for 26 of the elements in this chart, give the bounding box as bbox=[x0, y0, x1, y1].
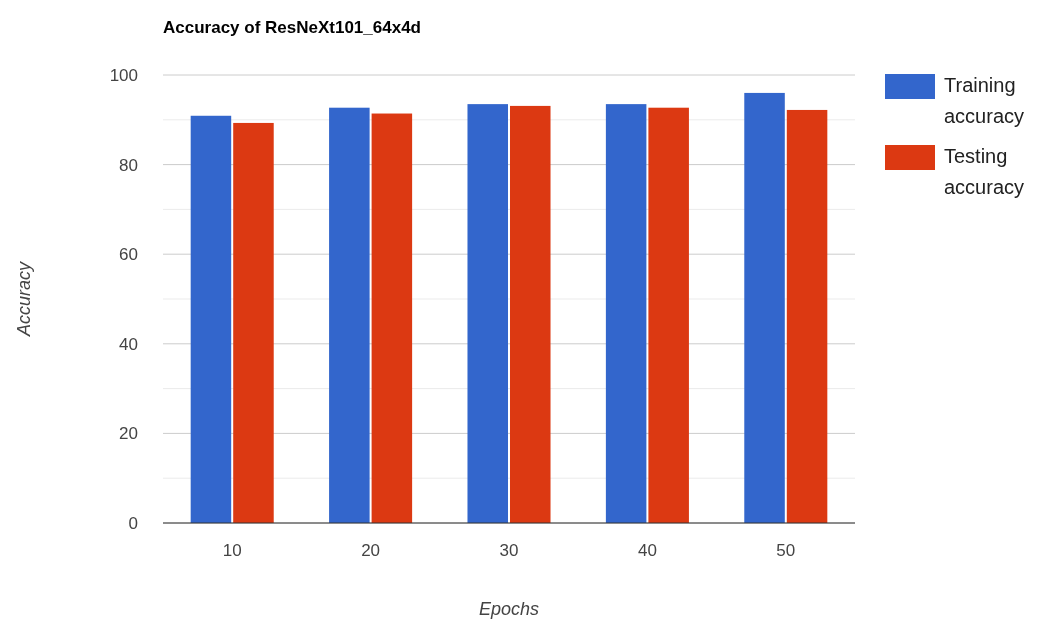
bar bbox=[329, 107, 370, 523]
y-tick-label: 40 bbox=[119, 334, 138, 354]
bar bbox=[233, 122, 274, 523]
bar bbox=[648, 107, 689, 523]
x-tick-label: 10 bbox=[222, 541, 242, 560]
bar bbox=[786, 109, 828, 523]
bar bbox=[510, 105, 551, 523]
x-tick-label: 40 bbox=[637, 541, 657, 560]
y-tick-label: 0 bbox=[128, 513, 138, 533]
bar bbox=[371, 113, 413, 523]
x-tick-label: 50 bbox=[776, 541, 796, 560]
bar bbox=[605, 104, 647, 523]
legend-label: Testing accuracy bbox=[944, 145, 1025, 198]
chart-title: Accuracy of ResNeXt101_64x4d bbox=[163, 18, 421, 37]
x-tick-label: 20 bbox=[361, 541, 381, 560]
y-tick-label: 60 bbox=[119, 245, 138, 265]
legend-label: Training accuracy bbox=[944, 74, 1025, 127]
bar bbox=[467, 104, 508, 523]
bar bbox=[190, 115, 232, 523]
x-axis-title: Epochs bbox=[478, 599, 540, 619]
bar bbox=[744, 92, 785, 523]
x-tick-label: 30 bbox=[499, 541, 519, 560]
y-axis-title: Accuracy bbox=[14, 260, 34, 338]
y-tick-label: 100 bbox=[109, 65, 138, 85]
y-tick-label: 80 bbox=[119, 155, 138, 175]
y-tick-label: 20 bbox=[119, 424, 138, 444]
